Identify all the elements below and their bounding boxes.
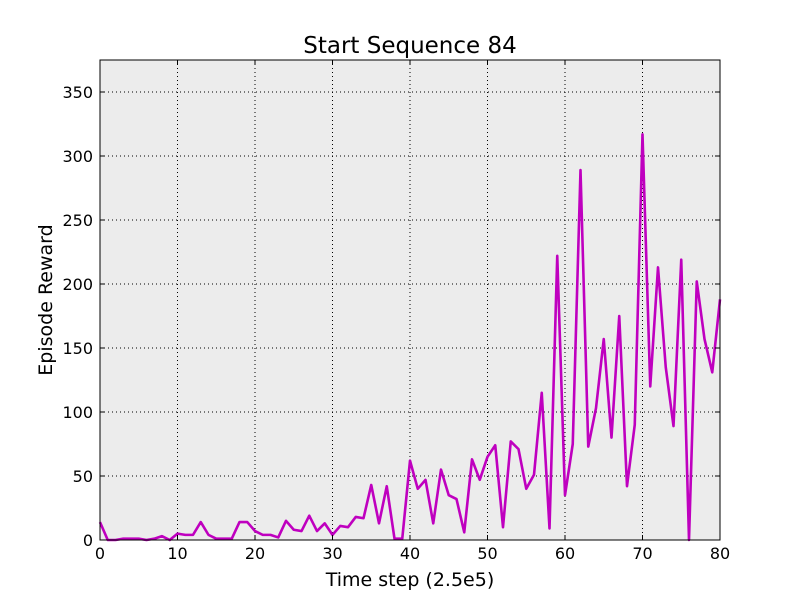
x-tick-label: 80 xyxy=(710,544,730,563)
y-tick-label: 0 xyxy=(83,531,93,550)
x-tick-labels: 0 10 20 30 40 50 60 70 80 xyxy=(95,544,730,563)
chart-title: Start Sequence 84 xyxy=(303,33,517,59)
x-tick-label: 70 xyxy=(632,544,652,563)
y-tick-label: 100 xyxy=(62,403,93,422)
y-tick-label: 50 xyxy=(73,467,93,486)
x-tick-label: 50 xyxy=(477,544,497,563)
y-tick-label: 250 xyxy=(62,211,93,230)
y-tick-label: 150 xyxy=(62,339,93,358)
x-tick-label: 30 xyxy=(322,544,342,563)
x-axis-label: Time step (2.5e5) xyxy=(325,569,495,591)
y-tick-label: 200 xyxy=(62,275,93,294)
y-tick-labels: 0 50 100 150 200 250 300 350 xyxy=(62,83,93,550)
y-tick-label: 300 xyxy=(62,147,93,166)
x-tick-label: 0 xyxy=(95,544,105,563)
axis-ticks xyxy=(99,60,721,541)
y-tick-label: 350 xyxy=(62,83,93,102)
series-line xyxy=(98,132,722,542)
y-axis-label: Episode Reward xyxy=(35,224,57,375)
x-tick-label: 40 xyxy=(400,544,420,563)
x-tick-label: 10 xyxy=(167,544,187,563)
x-tick-label: 20 xyxy=(245,544,265,563)
x-tick-label: 60 xyxy=(555,544,575,563)
